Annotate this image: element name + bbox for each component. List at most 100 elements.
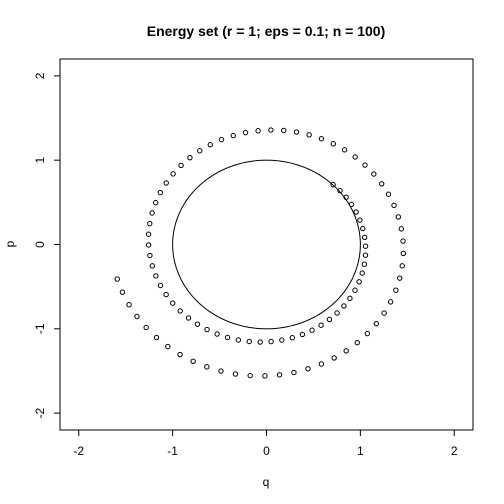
data-point bbox=[145, 242, 152, 248]
y-tick-label: -2 bbox=[33, 407, 47, 418]
data-point bbox=[318, 136, 325, 142]
data-point bbox=[149, 210, 155, 216]
data-point bbox=[326, 316, 333, 323]
y-axis-label: p bbox=[3, 240, 17, 247]
data-point bbox=[153, 334, 160, 341]
x-tick-label: -1 bbox=[167, 444, 178, 458]
chart-title: Energy set (r = 1; eps = 0.1; n = 100) bbox=[147, 23, 386, 39]
orbit-points bbox=[114, 127, 407, 379]
data-point bbox=[230, 132, 236, 139]
data-point bbox=[157, 189, 164, 196]
data-point bbox=[341, 303, 347, 309]
data-point bbox=[361, 234, 368, 241]
data-point bbox=[330, 181, 336, 188]
data-point bbox=[391, 202, 397, 209]
data-point bbox=[262, 373, 268, 379]
data-point bbox=[305, 366, 311, 372]
data-point bbox=[165, 343, 171, 350]
data-point bbox=[343, 348, 349, 354]
data-point bbox=[357, 217, 363, 223]
data-point bbox=[257, 339, 263, 345]
x-axis: -2 -1 0 1 2 bbox=[73, 430, 458, 458]
data-point bbox=[147, 252, 153, 259]
data-point bbox=[268, 127, 274, 133]
data-point bbox=[289, 335, 296, 341]
data-point bbox=[255, 128, 261, 134]
data-point bbox=[352, 154, 358, 160]
y-tick-label: 2 bbox=[33, 72, 47, 79]
data-point bbox=[371, 171, 377, 177]
data-point bbox=[309, 327, 315, 333]
data-point bbox=[163, 180, 169, 186]
data-point bbox=[177, 351, 183, 358]
y-tick-label: -1 bbox=[33, 323, 47, 334]
data-point bbox=[398, 226, 405, 232]
x-axis-label: q bbox=[263, 475, 270, 489]
data-point bbox=[364, 330, 371, 337]
data-point bbox=[170, 300, 176, 306]
data-point bbox=[353, 209, 359, 215]
y-axis: -2 -1 0 1 2 bbox=[33, 72, 60, 418]
data-point bbox=[149, 263, 156, 269]
data-point bbox=[385, 191, 392, 197]
data-point bbox=[187, 154, 193, 161]
y-tick-label: 1 bbox=[33, 157, 47, 164]
data-point bbox=[143, 324, 149, 331]
data-point bbox=[352, 287, 358, 293]
data-point bbox=[232, 371, 239, 377]
data-point bbox=[337, 187, 343, 194]
data-point bbox=[279, 337, 285, 343]
data-point bbox=[381, 310, 387, 316]
data-point bbox=[163, 291, 169, 298]
data-point bbox=[190, 358, 196, 364]
data-point bbox=[362, 243, 369, 249]
data-point bbox=[291, 369, 297, 376]
data-point bbox=[348, 201, 355, 208]
data-point bbox=[293, 129, 300, 135]
data-point bbox=[400, 250, 407, 257]
data-point bbox=[399, 263, 405, 269]
data-point bbox=[330, 141, 337, 147]
x-tick-label: 2 bbox=[451, 444, 458, 458]
data-point bbox=[331, 355, 337, 361]
data-point bbox=[341, 147, 348, 153]
data-point bbox=[247, 372, 253, 379]
energy-circle bbox=[172, 159, 361, 330]
data-point bbox=[276, 372, 283, 378]
data-point bbox=[153, 273, 159, 279]
data-point bbox=[356, 279, 362, 285]
data-point bbox=[393, 287, 399, 293]
data-point bbox=[157, 282, 164, 289]
x-tick-label: 0 bbox=[263, 444, 270, 458]
data-point bbox=[362, 162, 368, 168]
data-point bbox=[306, 132, 312, 138]
data-point bbox=[268, 338, 274, 345]
data-point bbox=[359, 270, 365, 276]
data-point bbox=[152, 199, 159, 206]
data-point bbox=[360, 225, 366, 232]
data-point bbox=[218, 136, 225, 143]
data-point bbox=[246, 338, 252, 345]
data-point bbox=[347, 295, 353, 302]
data-point bbox=[126, 301, 132, 308]
data-point bbox=[235, 337, 242, 343]
x-tick-label: -2 bbox=[73, 444, 84, 458]
data-point bbox=[194, 321, 201, 327]
data-point bbox=[178, 162, 184, 169]
data-point bbox=[387, 299, 394, 305]
data-point bbox=[207, 142, 213, 148]
data-point bbox=[170, 171, 176, 177]
data-point bbox=[318, 322, 324, 328]
data-point bbox=[354, 339, 360, 346]
data-point bbox=[318, 361, 325, 367]
data-point bbox=[400, 238, 406, 244]
data-point bbox=[334, 310, 340, 316]
data-point bbox=[204, 326, 210, 333]
data-point bbox=[361, 261, 368, 267]
data-point bbox=[204, 364, 210, 370]
data-point bbox=[343, 194, 349, 200]
data-point bbox=[177, 308, 183, 314]
data-point bbox=[119, 289, 126, 295]
data-point bbox=[281, 127, 287, 134]
data-point bbox=[197, 148, 203, 154]
